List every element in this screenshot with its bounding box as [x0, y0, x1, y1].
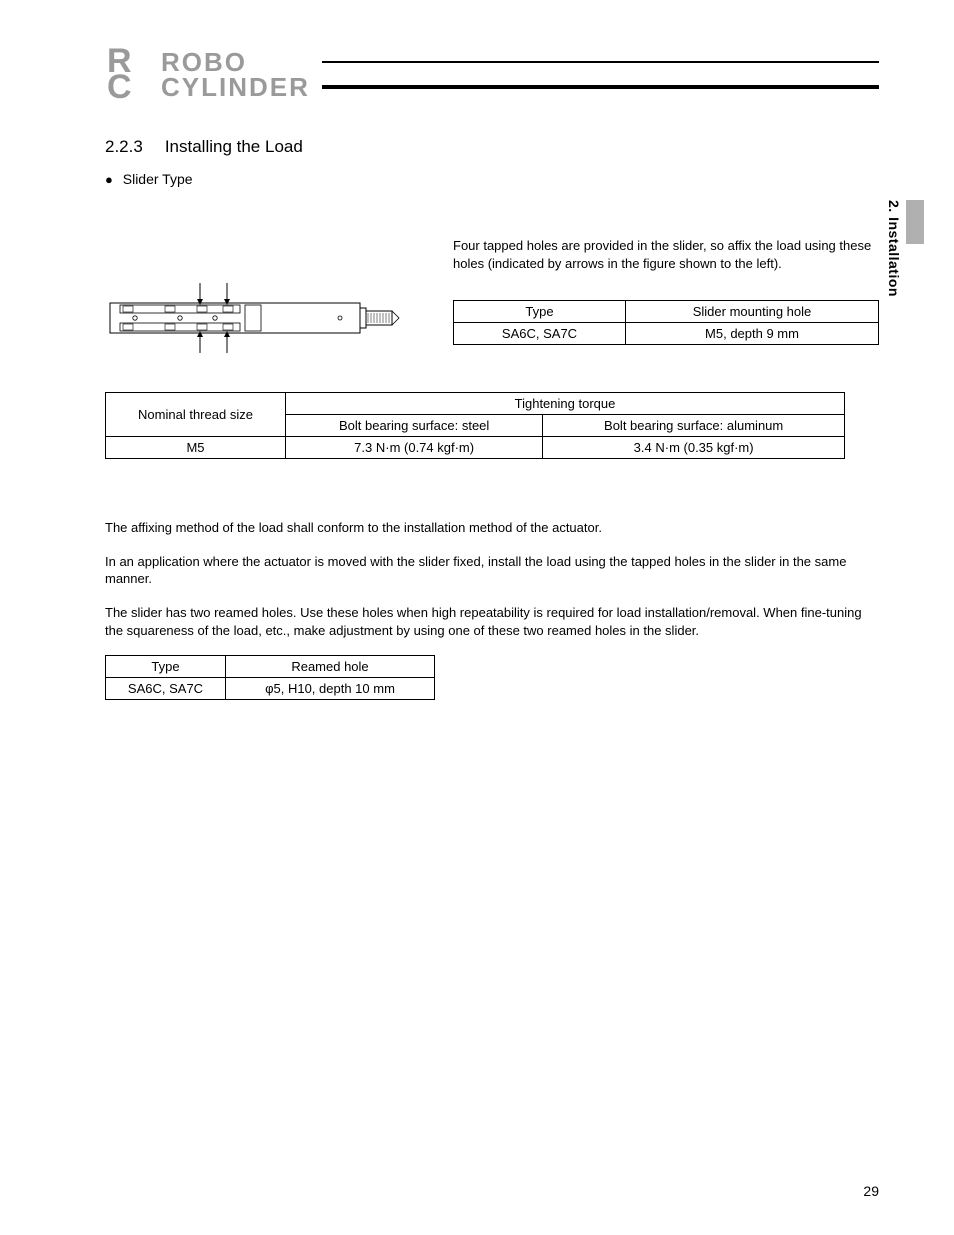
- reamed-hole-table: Type Reamed hole SA6C, SA7C φ5, H10, dep…: [105, 655, 435, 700]
- table-header: Slider mounting hole: [626, 301, 879, 323]
- bullet-marker: ●: [105, 172, 113, 187]
- logo-line1: ROBO: [161, 50, 310, 75]
- svg-text:C: C: [107, 68, 134, 102]
- bullet-text: Slider Type: [123, 171, 193, 187]
- subsection-bullet: ● Slider Type: [105, 171, 879, 187]
- body-paragraph: The affixing method of the load shall co…: [105, 519, 879, 537]
- table-header: Reamed hole: [226, 656, 435, 678]
- side-tab-bar: [906, 200, 924, 244]
- table-header: Type: [454, 301, 626, 323]
- table-cell: SA6C, SA7C: [454, 323, 626, 345]
- body-paragraph: In an application where the actuator is …: [105, 553, 879, 588]
- logo-rule-thick: [322, 85, 879, 89]
- table-row: M5 7.3 N·m (0.74 kgf·m) 3.4 N·m (0.35 kg…: [106, 437, 845, 459]
- table-row: Nominal thread size Tightening torque: [106, 393, 845, 415]
- torque-table: Nominal thread size Tightening torque Bo…: [105, 392, 845, 459]
- section-title: Installing the Load: [165, 137, 303, 156]
- table-row: SA6C, SA7C M5, depth 9 mm: [454, 323, 879, 345]
- table-cell: SA6C, SA7C: [106, 678, 226, 700]
- side-chapter-tab: 2. Installation: [886, 200, 924, 297]
- description-column: Four tapped holes are provided in the sl…: [453, 237, 879, 345]
- side-tab-label: 2. Installation: [886, 200, 902, 297]
- figure-row: Four tapped holes are provided in the sl…: [105, 237, 879, 358]
- table-row: Type Slider mounting hole: [454, 301, 879, 323]
- table-header: Bolt bearing surface: aluminum: [543, 415, 845, 437]
- logo-rule-group: [322, 61, 879, 89]
- table-header: Tightening torque: [286, 393, 845, 415]
- slider-diagram: [105, 275, 405, 355]
- page: R C ROBO CYLINDER 2.2.3 Installing the Lo…: [0, 0, 954, 1235]
- logo-header: R C ROBO CYLINDER: [109, 50, 879, 99]
- table-header: Bolt bearing surface: steel: [286, 415, 543, 437]
- mounting-hole-table: Type Slider mounting hole SA6C, SA7C M5,…: [453, 300, 879, 345]
- intro-paragraph: Four tapped holes are provided in the sl…: [453, 237, 879, 272]
- table-row: SA6C, SA7C φ5, H10, depth 10 mm: [106, 678, 435, 700]
- table-cell: 3.4 N·m (0.35 kgf·m): [543, 437, 845, 459]
- logo-rule-thin: [322, 61, 879, 63]
- table-cell: 7.3 N·m (0.74 kgf·m): [286, 437, 543, 459]
- table-header: Type: [106, 656, 226, 678]
- logo-rc-initials: R C: [107, 46, 161, 102]
- table-cell: φ5, H10, depth 10 mm: [226, 678, 435, 700]
- table-header: Nominal thread size: [106, 393, 286, 437]
- table-row: Type Reamed hole: [106, 656, 435, 678]
- table-cell: M5: [106, 437, 286, 459]
- section-heading: 2.2.3 Installing the Load: [105, 137, 879, 157]
- figure-column: [105, 237, 405, 358]
- logo-text: R C ROBO CYLINDER: [109, 50, 310, 99]
- page-number: 29: [863, 1183, 879, 1199]
- table-cell: M5, depth 9 mm: [626, 323, 879, 345]
- logo-line2: CYLINDER: [161, 75, 310, 100]
- section-number: 2.2.3: [105, 137, 143, 156]
- body-paragraph: The slider has two reamed holes. Use the…: [105, 604, 879, 639]
